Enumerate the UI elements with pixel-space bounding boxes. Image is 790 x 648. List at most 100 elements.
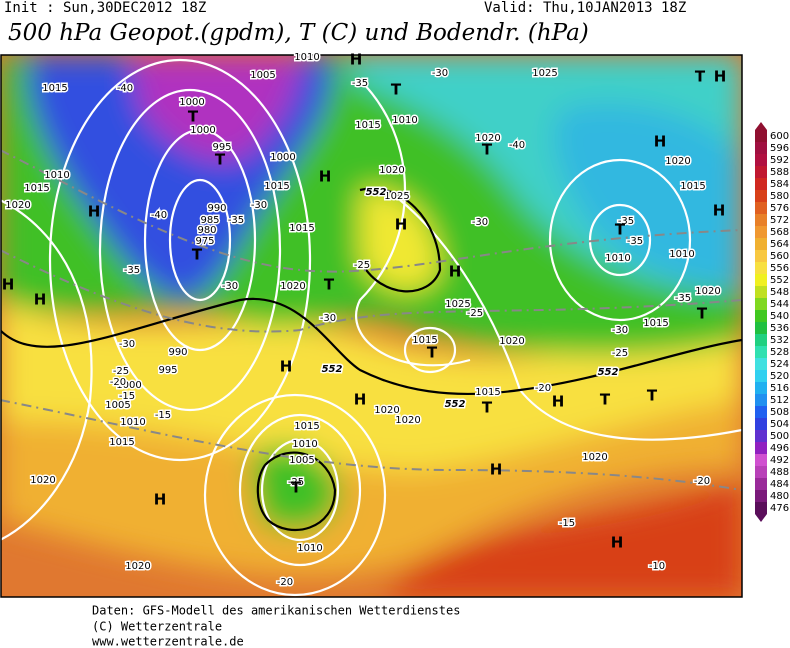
isotherms [1,149,742,491]
temperature-label: -15 [119,391,135,402]
map-field [1,55,742,597]
temperature-label: -30 [320,313,336,324]
pressure-system: H [449,263,462,281]
temperature-label: -20 [535,383,551,394]
legend-label: 480 [770,491,789,502]
pressure-system: T [482,399,493,417]
legend-swatch [755,130,767,142]
footer-url: www.wetterzentrale.de [92,635,244,648]
legend-swatch [755,142,767,154]
legend-swatch [755,358,767,370]
legend-label: 504 [770,419,789,430]
temperature-label: -20 [110,377,126,388]
isobar-label: 1020 [125,561,150,572]
legend-label: 476 [770,503,789,514]
temperature-label: -35 [618,216,634,227]
legend-swatch [755,334,767,346]
legend-label: 592 [770,155,789,166]
pressure-system: H [611,534,624,552]
isobar-label: 1010 [294,52,319,63]
legend-swatch [755,310,767,322]
pressure-system: T [188,108,199,126]
legend-label: 500 [770,431,789,442]
isobar-label: 1015 [412,335,437,346]
temperature-label: -25 [113,366,129,377]
pressure-system: T [647,387,658,405]
legend-label: 552 [770,275,789,286]
isobar-label: 1015 [264,181,289,192]
legend-swatch [755,466,767,478]
legend-label: 484 [770,479,789,490]
temperature-label: -30 [472,217,488,228]
pressure-system: T [291,479,302,497]
legend-swatch [755,298,767,310]
pressure-system: T [324,276,335,294]
isobar-label: 1025 [532,68,557,79]
temperature-label: -40 [509,140,525,151]
pressure-system: H [350,51,363,69]
legend-swatch [755,394,767,406]
temperature-label: -35 [228,215,244,226]
isobar-label: 1000 [116,380,141,391]
isobar-label: 1015 [643,318,668,329]
temperature-label: -25 [467,308,483,319]
legend-label: 560 [770,251,789,262]
isobar-label: 1010 [297,543,322,554]
isobar-label: 1000 [190,125,215,136]
temperature-label: -10 [649,561,665,572]
temperature-label: -30 [119,339,135,350]
isobar-label: 1025 [445,299,470,310]
geopotential-label: 552 [598,367,619,378]
pressure-system: T [192,246,203,264]
pressure-system: T [615,221,626,239]
legend-label: 540 [770,311,789,322]
temperature-label: -25 [354,260,370,271]
temperature-label: -15 [155,410,171,421]
legend-label: 508 [770,407,789,418]
isobar-label: 1015 [289,223,314,234]
legend-label: 564 [770,239,789,250]
legend-swatch [755,382,767,394]
legend-label: 548 [770,287,789,298]
legend-label: 512 [770,395,789,406]
legend-label: 572 [770,215,789,226]
footer-source: Daten: GFS-Modell des amerikanischen Wet… [92,604,460,618]
legend-swatch [755,226,767,238]
legend-swatch [755,154,767,166]
legend-swatch [755,166,767,178]
legend-swatch [755,502,767,514]
legend-label: 536 [770,323,789,334]
legend-label: 520 [770,371,789,382]
legend-label: 488 [770,467,789,478]
legend-swatch [755,370,767,382]
isobar-label: 1020 [475,133,500,144]
legend-label: 556 [770,263,789,274]
legend-swatch [755,238,767,250]
pressure-system: H [490,461,503,479]
isobar-label: 985 [200,215,219,226]
isobar-label: 1015 [475,387,500,398]
legend-swatch [755,202,767,214]
isobar-label: 1000 [270,152,295,163]
isobar-label: 1020 [665,156,690,167]
isobar-label: 1020 [379,165,404,176]
init-time: Init : Sun,30DEC2012 18Z [4,0,206,16]
legend-swatch [755,274,767,286]
legend-label: 588 [770,167,789,178]
isobar-label: 1010 [392,115,417,126]
geopotential-label: 552 [322,364,343,375]
legend-label: 568 [770,227,789,238]
temperature-label: -35 [627,236,643,247]
legend-swatch [755,346,767,358]
temperature-label: -35 [352,78,368,89]
pressure-system: H [154,491,167,509]
isobar-label: 1020 [395,415,420,426]
geopotential-label: 552 [366,187,387,198]
legend-label: 528 [770,347,789,358]
isobar-label: 1010 [292,439,317,450]
isobar-label: 1005 [289,455,314,466]
isobar-label: 1020 [30,475,55,486]
legend-swatch [755,478,767,490]
